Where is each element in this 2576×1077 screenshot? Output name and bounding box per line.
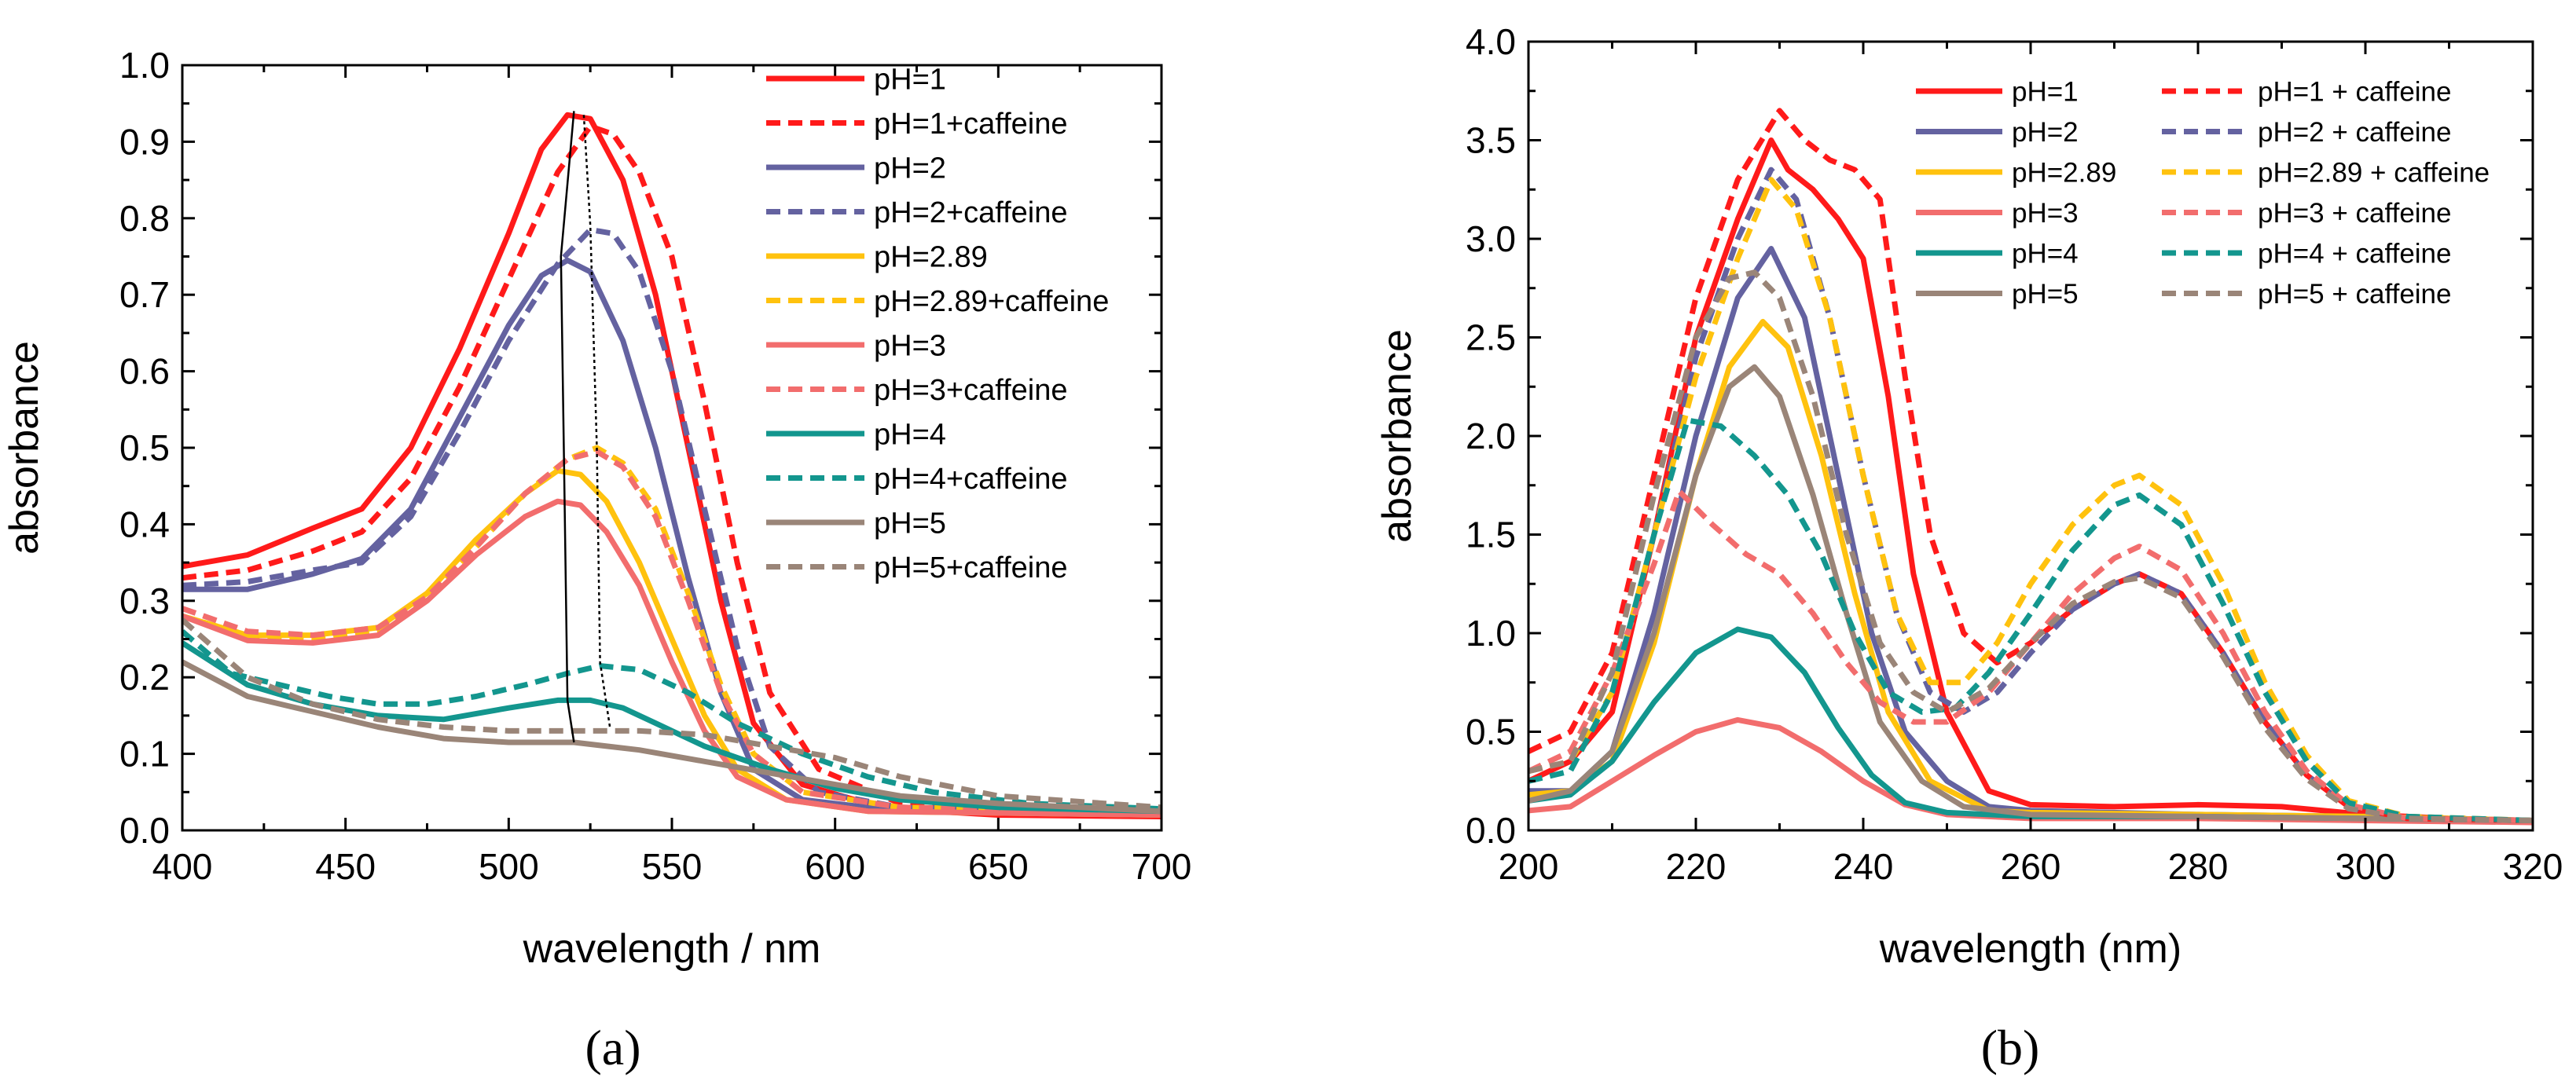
chart-b-ytick-label-3: 1.5 (1466, 515, 1516, 555)
chart-a-legend-label-6: pH=3 (874, 329, 946, 362)
chart-a-ytick-label-2: 0.2 (119, 657, 170, 698)
chart-a-ytick-label-5: 0.5 (119, 427, 170, 468)
chart-b-legend-label-10: pH=4 + caffeine (2258, 238, 2452, 269)
chart-b-xtick-label-2: 240 (1833, 846, 1894, 887)
chart-b-legend-label-6: pH=1 + caffeine (2258, 76, 2452, 107)
chart-a-xtick-label-4: 600 (805, 846, 865, 887)
chart-a-series-line-1 (182, 123, 1161, 818)
chart-b: 200 220 240 260 280 300 320 0.0 0.5 1.0 1.5 2.0 2.5 3… (1374, 21, 2563, 1075)
chart-b-xtick-label-0: 200 (1499, 846, 1559, 887)
chart-a-legend-label-2: pH=2 (874, 152, 946, 185)
chart-a-panel-label: (a) (585, 1020, 640, 1075)
chart-a-annotation-1 (582, 115, 611, 727)
chart-a-xtick-label-2: 500 (479, 846, 539, 887)
chart-a-legend-label-4: pH=2.89 (874, 240, 988, 273)
chart-b-ytick-label-7: 3.5 (1466, 120, 1516, 161)
chart-b-legend-label-2: pH=2.89 (2012, 157, 2116, 188)
chart-b-ytick-label-8: 4.0 (1466, 21, 1516, 62)
chart-a-series-line-3 (182, 226, 1161, 817)
chart-b-legend-label-11: pH=5 + caffeine (2258, 279, 2452, 310)
chart-a-legend-label-9: pH=4+caffeine (874, 463, 1068, 496)
chart-a-series-line-7 (182, 449, 1161, 815)
chart-a-legend-label-0: pH=1 (874, 63, 946, 96)
chart-a-series-line-10 (182, 659, 1161, 815)
chart-a-series-line-6 (182, 498, 1161, 818)
chart-a-annotation-0 (560, 111, 575, 743)
chart-b-ytick-label-0: 0.0 (1466, 810, 1516, 851)
chart-b-xtick-label-5: 300 (2336, 846, 2396, 887)
chart-a-ytick-label-3: 0.3 (119, 581, 170, 621)
chart-a-ytick-label-8: 0.8 (119, 198, 170, 239)
chart-b-legend-label-5: pH=5 (2012, 279, 2079, 310)
chart-b-series-line-11 (1528, 269, 2533, 823)
chart-b-legend-label-9: pH=3 + caffeine (2258, 198, 2452, 229)
chart-a-ytick-label-9: 0.9 (119, 121, 170, 162)
chart-a-xtick-label-6: 700 (1132, 846, 1192, 887)
chart-a-legend-label-5: pH=2.89+caffeine (874, 285, 1109, 318)
chart-b-xtick-label-6: 320 (2503, 846, 2563, 887)
chart-b-legend-label-0: pH=1 (2012, 76, 2079, 107)
chart-a-xlabel: wavelength / nm (523, 926, 821, 972)
chart-b-legend-label-8: pH=2.89 + caffeine (2258, 157, 2490, 188)
chart-b-series-line-9 (1528, 488, 2533, 823)
chart-b-series-line-5 (1528, 364, 2533, 823)
chart-b-xtick-label-1: 220 (1666, 846, 1727, 887)
chart-a-ytick-label-0: 0.0 (119, 810, 170, 851)
chart-b-series-line-8 (1528, 177, 2533, 823)
chart-a: 400 450 500 550 600 650 700 0.0 0.1 0.2 0.3 0.4 0.5 0… (2, 45, 1191, 1075)
chart-b-xlabel: wavelength (nm) (1879, 926, 2182, 972)
chart-a-xtick-label-3: 550 (642, 846, 703, 887)
chart-b-series-line-4 (1528, 626, 2533, 823)
chart-b-series-line-10 (1528, 417, 2533, 823)
chart-a-legend-label-11: pH=5+caffeine (874, 551, 1068, 584)
chart-b-ytick-label-2: 1.0 (1466, 613, 1516, 654)
chart-b-series-group (1528, 108, 2533, 826)
chart-b-panel-label: (b) (1981, 1020, 2040, 1075)
chart-a-legend-label-1: pH=1+caffeine (874, 108, 1068, 141)
chart-a-xtick-label-1: 450 (315, 846, 376, 887)
chart-b-xtick-label-4: 280 (2168, 846, 2229, 887)
chart-a-ytick-label-4: 0.4 (119, 504, 170, 544)
chart-a-ytick-label-7: 0.7 (119, 274, 170, 315)
chart-b-ytick-label-1: 0.5 (1466, 712, 1516, 753)
chart-b-ytick-label-6: 3.0 (1466, 218, 1516, 259)
chart-b-ytick-label-5: 2.5 (1466, 317, 1516, 358)
chart-a-xtick-label-5: 650 (968, 846, 1029, 887)
chart-b-ylabel: absorbance (1374, 329, 1420, 543)
chart-b-legend-label-4: pH=4 (2012, 238, 2079, 269)
chart-a-series-line-11 (182, 617, 1161, 811)
chart-a-series-line-9 (182, 629, 1161, 812)
chart-a-legend-label-10: pH=5 (874, 507, 946, 540)
chart-a-series-line-8 (182, 640, 1161, 815)
chart-b-ytick-label-4: 2.0 (1466, 416, 1516, 456)
chart-a-xtick-label-0: 400 (152, 846, 213, 887)
chart-b-legend-label-1: pH=2 (2012, 117, 2079, 148)
chart-a-legend-label-8: pH=4 (874, 418, 946, 451)
chart-a-ytick-label-1: 0.1 (119, 734, 170, 775)
chart-b-xtick-label-3: 260 (2001, 846, 2061, 887)
chart-a-legend-label-7: pH=3+caffeine (874, 374, 1068, 407)
chart-a-legend-label-3: pH=2+caffeine (874, 196, 1068, 229)
chart-a-ylabel: absorbance (2, 341, 47, 555)
chart-a-ytick-label-6: 0.6 (119, 351, 170, 392)
chart-b-legend-label-7: pH=2 + caffeine (2258, 117, 2452, 148)
chart-a-ytick-label-10: 1.0 (119, 45, 170, 86)
chart-b-legend-label-3: pH=3 (2012, 198, 2079, 229)
